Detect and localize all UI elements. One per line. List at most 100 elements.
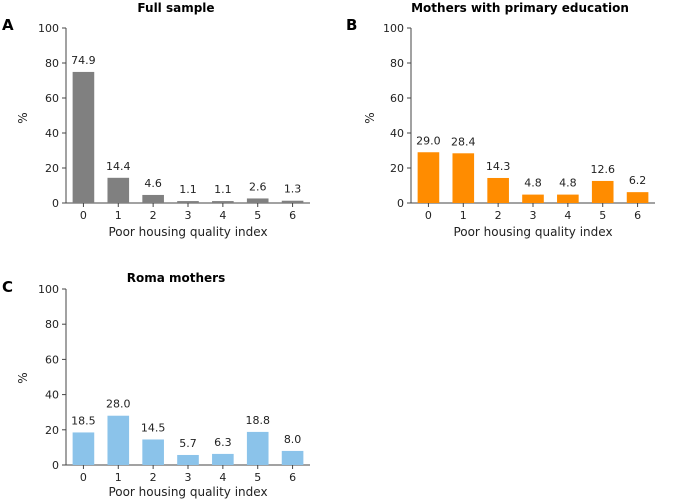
x-axis-label: Poor housing quality index bbox=[453, 225, 612, 239]
data-label: 1.1 bbox=[214, 183, 232, 196]
y-tick-label: 0 bbox=[397, 197, 404, 210]
bar bbox=[107, 415, 130, 465]
bar bbox=[452, 153, 475, 203]
data-label: 1.3 bbox=[284, 183, 302, 196]
x-tick-label: 5 bbox=[599, 209, 606, 222]
bar bbox=[142, 194, 164, 203]
x-tick-label: 3 bbox=[530, 209, 537, 222]
chart-title: Mothers with primary education bbox=[411, 1, 629, 15]
plot-area: 0 20 40 60 80 100 74.9 0 14.4 1 4.6 2 1.1 3 1.1 4 2.6 5 1.… bbox=[38, 22, 310, 222]
panel-b: B Mothers with primary education % Poor … bbox=[346, 1, 655, 239]
y-axis-label: % bbox=[16, 372, 30, 383]
x-tick-label: 0 bbox=[80, 209, 87, 222]
x-tick-label: 2 bbox=[150, 209, 157, 222]
data-label: 74.9 bbox=[71, 54, 96, 67]
data-label: 6.3 bbox=[214, 436, 232, 449]
panel-letter: B bbox=[346, 16, 357, 34]
data-label: 4.8 bbox=[524, 177, 542, 190]
chart-title: Roma mothers bbox=[127, 271, 226, 285]
plot-area: 0 20 40 60 80 100 18.5 0 28.0 1 14.5 2 5.7 3 6.3 4 18.8 5… bbox=[38, 283, 310, 484]
bar bbox=[591, 180, 614, 203]
panel-letter: C bbox=[2, 278, 13, 296]
bar bbox=[246, 198, 269, 203]
bar bbox=[417, 152, 440, 203]
y-tick-label: 80 bbox=[45, 318, 59, 331]
x-tick-label: 2 bbox=[495, 209, 502, 222]
bar bbox=[72, 71, 95, 203]
x-axis-label: Poor housing quality index bbox=[108, 225, 267, 239]
x-tick-label: 5 bbox=[254, 209, 261, 222]
data-label: 2.6 bbox=[249, 180, 267, 193]
y-axis-label: % bbox=[16, 112, 30, 123]
y-tick-label: 20 bbox=[390, 162, 404, 175]
x-tick-label: 3 bbox=[185, 209, 192, 222]
data-label: 18.5 bbox=[71, 414, 96, 427]
y-tick-label: 60 bbox=[390, 92, 404, 105]
data-label: 29.0 bbox=[416, 134, 441, 147]
data-label: 14.5 bbox=[141, 421, 166, 434]
bar bbox=[72, 432, 95, 465]
x-tick-label: 0 bbox=[80, 471, 87, 484]
bar bbox=[626, 192, 649, 203]
chart-title: Full sample bbox=[137, 1, 214, 15]
x-tick-label: 1 bbox=[115, 471, 122, 484]
bar bbox=[246, 431, 269, 465]
x-tick-label: 4 bbox=[219, 471, 226, 484]
x-tick-label: 6 bbox=[289, 471, 296, 484]
bar bbox=[281, 450, 304, 465]
y-tick-label: 80 bbox=[45, 57, 59, 70]
y-tick-label: 80 bbox=[390, 57, 404, 70]
bar bbox=[177, 454, 199, 465]
data-label: 5.7 bbox=[179, 437, 197, 450]
bar bbox=[487, 177, 509, 203]
y-tick-label: 0 bbox=[52, 459, 59, 472]
x-tick-label: 2 bbox=[150, 471, 157, 484]
y-tick-label: 20 bbox=[45, 162, 59, 175]
data-label: 18.8 bbox=[245, 414, 270, 427]
data-label: 4.6 bbox=[144, 177, 162, 190]
panel-a: A Full sample % Poor housing quality ind… bbox=[2, 1, 310, 239]
bar bbox=[212, 201, 234, 203]
x-axis-label: Poor housing quality index bbox=[108, 485, 267, 499]
data-label: 12.6 bbox=[590, 163, 615, 176]
bar bbox=[281, 200, 304, 203]
y-tick-label: 40 bbox=[390, 127, 404, 140]
x-tick-label: 1 bbox=[460, 209, 467, 222]
data-label: 28.4 bbox=[451, 135, 476, 148]
data-label: 1.1 bbox=[179, 183, 197, 196]
data-label: 6.2 bbox=[629, 174, 647, 187]
y-tick-label: 100 bbox=[38, 22, 59, 35]
y-tick-label: 20 bbox=[45, 424, 59, 437]
data-label: 14.4 bbox=[106, 160, 131, 173]
y-tick-label: 60 bbox=[45, 92, 59, 105]
y-tick-label: 100 bbox=[38, 283, 59, 296]
x-tick-label: 5 bbox=[254, 471, 261, 484]
x-tick-label: 4 bbox=[219, 209, 226, 222]
panel-c: C Roma mothers % Poor housing quality in… bbox=[2, 271, 310, 499]
x-tick-label: 0 bbox=[425, 209, 432, 222]
bar bbox=[557, 194, 579, 203]
y-tick-label: 60 bbox=[45, 353, 59, 366]
x-tick-label: 1 bbox=[115, 209, 122, 222]
x-tick-label: 4 bbox=[564, 209, 571, 222]
y-tick-label: 0 bbox=[52, 197, 59, 210]
y-axis-label: % bbox=[363, 112, 377, 123]
x-tick-label: 6 bbox=[634, 209, 641, 222]
plot-area: 0 20 40 60 80 100 29.0 0 28.4 1 14.3 2 4.8 3 4.8 4 12.6 5… bbox=[383, 22, 655, 222]
data-label: 8.0 bbox=[284, 433, 302, 446]
bar bbox=[522, 194, 544, 203]
y-tick-label: 100 bbox=[383, 22, 404, 35]
y-tick-label: 40 bbox=[45, 389, 59, 402]
x-tick-label: 3 bbox=[185, 471, 192, 484]
bar bbox=[107, 177, 130, 203]
bar bbox=[177, 201, 199, 203]
panel-letter: A bbox=[2, 16, 14, 34]
y-tick-label: 40 bbox=[45, 127, 59, 140]
data-label: 4.8 bbox=[559, 177, 577, 190]
data-label: 28.0 bbox=[106, 398, 131, 411]
x-tick-label: 6 bbox=[289, 209, 296, 222]
data-label: 14.3 bbox=[486, 160, 511, 173]
bar bbox=[212, 453, 234, 465]
bar bbox=[142, 439, 164, 465]
